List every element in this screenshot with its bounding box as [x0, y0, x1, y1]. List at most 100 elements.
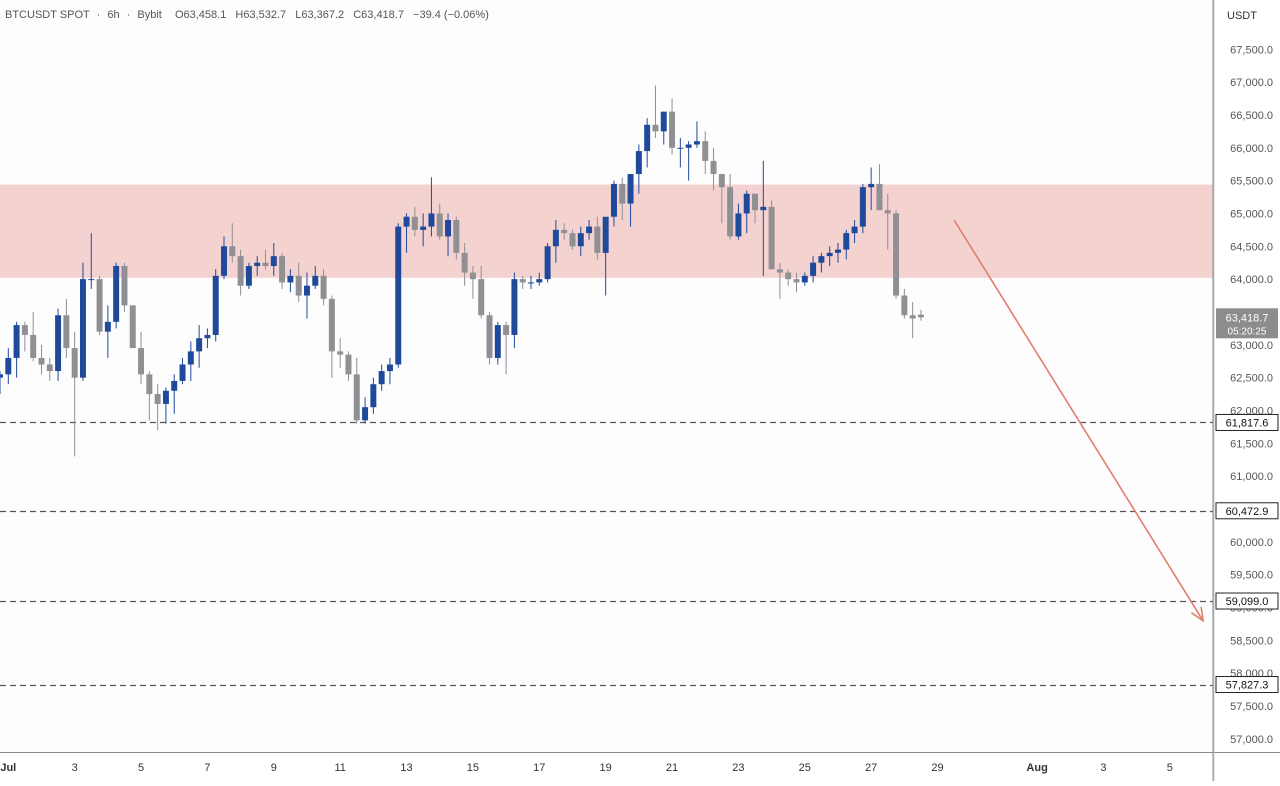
candle[interactable] — [254, 256, 261, 276]
candle[interactable] — [519, 275, 526, 289]
candle[interactable] — [71, 331, 78, 457]
candle[interactable] — [428, 177, 435, 237]
candle[interactable] — [793, 272, 800, 293]
candle[interactable] — [221, 236, 228, 280]
candle[interactable] — [469, 265, 476, 299]
candle[interactable] — [635, 144, 642, 194]
candle[interactable] — [868, 167, 875, 211]
candle[interactable] — [818, 252, 825, 273]
candle[interactable] — [337, 338, 344, 368]
candle[interactable] — [121, 262, 128, 312]
candle[interactable] — [353, 357, 360, 424]
candle[interactable] — [411, 206, 418, 237]
candle[interactable] — [179, 357, 186, 385]
candle[interactable] — [569, 229, 576, 250]
candle[interactable] — [610, 180, 617, 227]
candle[interactable] — [55, 308, 62, 381]
candle[interactable] — [669, 98, 676, 155]
candle[interactable] — [453, 216, 460, 260]
candle[interactable] — [710, 147, 717, 191]
candle[interactable] — [88, 233, 95, 289]
candle[interactable] — [104, 305, 111, 358]
candle[interactable] — [834, 243, 841, 263]
candle[interactable] — [395, 223, 402, 368]
candle[interactable] — [229, 223, 236, 263]
candle[interactable] — [893, 210, 900, 299]
candle[interactable] — [386, 357, 393, 385]
candle[interactable] — [445, 213, 452, 257]
candle[interactable] — [652, 85, 659, 138]
candle[interactable] — [79, 262, 86, 381]
candle[interactable] — [660, 111, 667, 145]
candle[interactable] — [644, 118, 651, 168]
candle[interactable] — [113, 262, 120, 329]
candle[interactable] — [536, 272, 543, 286]
candle[interactable] — [21, 321, 28, 352]
candle[interactable] — [743, 190, 750, 234]
candle[interactable] — [486, 311, 493, 365]
candle[interactable] — [884, 193, 891, 250]
candle[interactable] — [46, 357, 53, 381]
candle[interactable] — [760, 160, 767, 276]
candle[interactable] — [785, 269, 792, 286]
candle[interactable] — [851, 220, 858, 244]
candle[interactable] — [403, 213, 410, 253]
candle[interactable] — [768, 200, 775, 270]
candle[interactable] — [362, 397, 369, 424]
candle[interactable] — [859, 183, 866, 234]
candle[interactable] — [544, 243, 551, 283]
candle[interactable] — [528, 275, 534, 289]
candle[interactable] — [735, 203, 742, 240]
candle[interactable] — [328, 295, 335, 378]
candle[interactable] — [627, 174, 634, 227]
candle[interactable] — [63, 298, 70, 358]
candle[interactable] — [5, 348, 12, 385]
projection-arrow[interactable] — [953, 219, 1204, 622]
candle[interactable] — [154, 384, 161, 431]
candle[interactable] — [30, 311, 37, 362]
candle[interactable] — [212, 269, 219, 342]
candle[interactable] — [436, 203, 443, 240]
candle[interactable] — [171, 374, 178, 414]
candle[interactable] — [801, 272, 808, 286]
candle[interactable] — [901, 288, 908, 319]
candle[interactable] — [826, 246, 833, 266]
candle[interactable] — [727, 174, 734, 240]
candle[interactable] — [138, 331, 145, 385]
candle[interactable] — [279, 252, 286, 289]
candle[interactable] — [345, 351, 352, 381]
candle[interactable] — [702, 131, 709, 175]
candle[interactable] — [129, 305, 136, 349]
candle[interactable] — [685, 141, 692, 181]
candle[interactable] — [287, 269, 294, 293]
candle[interactable] — [204, 328, 211, 349]
candle[interactable] — [810, 256, 817, 283]
candle[interactable] — [619, 177, 626, 221]
candle[interactable] — [187, 341, 194, 381]
candle[interactable] — [577, 226, 584, 257]
candle[interactable] — [552, 220, 559, 263]
candle[interactable] — [909, 302, 916, 339]
candle[interactable] — [303, 272, 310, 319]
candle[interactable] — [295, 262, 302, 303]
candle[interactable] — [503, 321, 510, 375]
candle[interactable] — [843, 229, 850, 260]
candle[interactable] — [262, 249, 269, 270]
candle[interactable] — [461, 243, 468, 286]
candle[interactable] — [693, 121, 700, 148]
candle[interactable] — [776, 262, 783, 299]
candle[interactable] — [162, 387, 169, 424]
candle[interactable] — [494, 321, 501, 365]
candle[interactable] — [320, 269, 327, 306]
candle[interactable] — [96, 275, 103, 335]
candle[interactable] — [677, 137, 684, 168]
candle[interactable] — [561, 223, 568, 240]
candle[interactable] — [312, 265, 319, 289]
candle[interactable] — [196, 325, 203, 368]
candle[interactable] — [13, 321, 20, 378]
price-axis-panel[interactable] — [1213, 0, 1280, 781]
candle[interactable] — [38, 344, 45, 375]
candle[interactable] — [420, 213, 427, 247]
candle[interactable] — [917, 309, 924, 321]
